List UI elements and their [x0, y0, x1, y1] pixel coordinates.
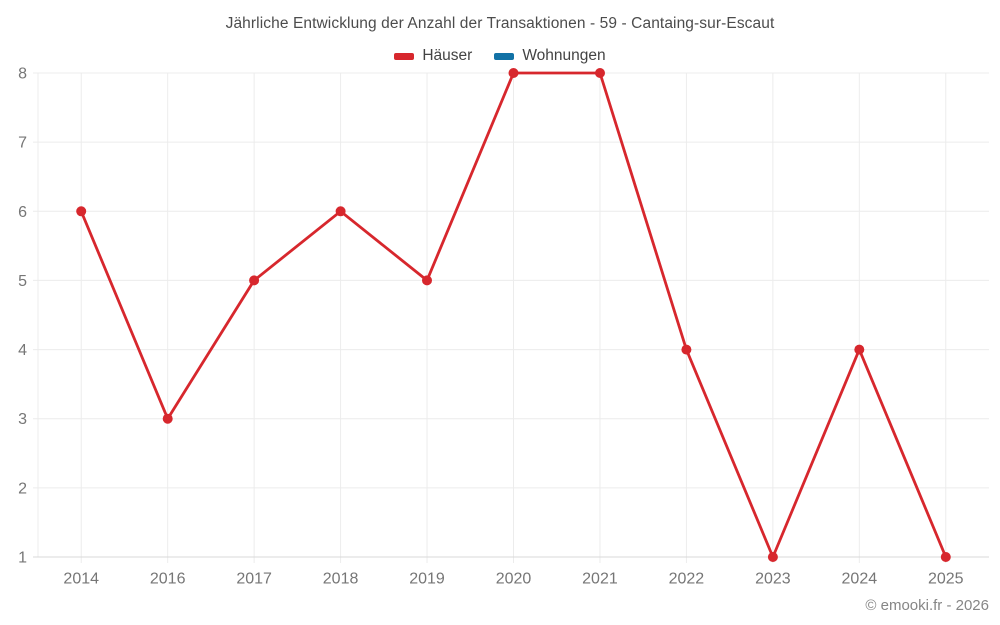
x-tick-label: 2024	[842, 571, 878, 588]
data-point	[854, 344, 865, 355]
x-tick-label: 2023	[755, 571, 791, 588]
y-tick-label: 1	[18, 550, 27, 567]
legend: Häuser Wohnungen	[0, 46, 1000, 66]
data-point	[335, 206, 346, 217]
legend-item[interactable]: Wohnungen	[494, 46, 606, 66]
chart-title: Jährliche Entwicklung der Anzahl der Tra…	[225, 15, 775, 32]
data-point	[249, 275, 260, 286]
data-point	[422, 275, 432, 286]
x-tick-label: 2014	[63, 571, 99, 588]
x-tick-label: 2018	[323, 571, 359, 588]
x-tick-label: 2021	[582, 571, 618, 588]
copyright-watermark: © emooki.fr - 2026	[865, 597, 989, 614]
y-tick-label: 2	[18, 480, 27, 497]
y-tick-label: 4	[18, 342, 27, 359]
legend-swatch-icon	[494, 52, 515, 60]
data-point	[508, 68, 519, 78]
x-tick-label: 2022	[669, 571, 705, 588]
data-point	[681, 344, 692, 355]
x-tick-label: 2025	[928, 571, 964, 588]
y-tick-label: 7	[18, 135, 27, 152]
y-tick-label: 5	[18, 273, 27, 290]
legend-label: Wohnungen	[522, 47, 606, 64]
x-tick-label: 2020	[496, 571, 532, 588]
x-tick-label: 2017	[236, 571, 272, 588]
data-point	[940, 552, 951, 562]
legend-label: Häuser	[422, 47, 473, 64]
y-tick-label: 6	[18, 204, 27, 221]
legend-swatch-icon	[394, 52, 415, 60]
x-tick-label: 2019	[409, 571, 445, 588]
data-point	[767, 552, 778, 562]
data-point	[595, 68, 605, 78]
y-tick-label: 3	[18, 411, 27, 428]
y-tick-label: 8	[18, 66, 27, 83]
x-tick-label: 2016	[150, 571, 186, 588]
data-point	[76, 206, 87, 217]
legend-item[interactable]: Häuser	[394, 46, 472, 66]
data-point	[162, 413, 173, 424]
